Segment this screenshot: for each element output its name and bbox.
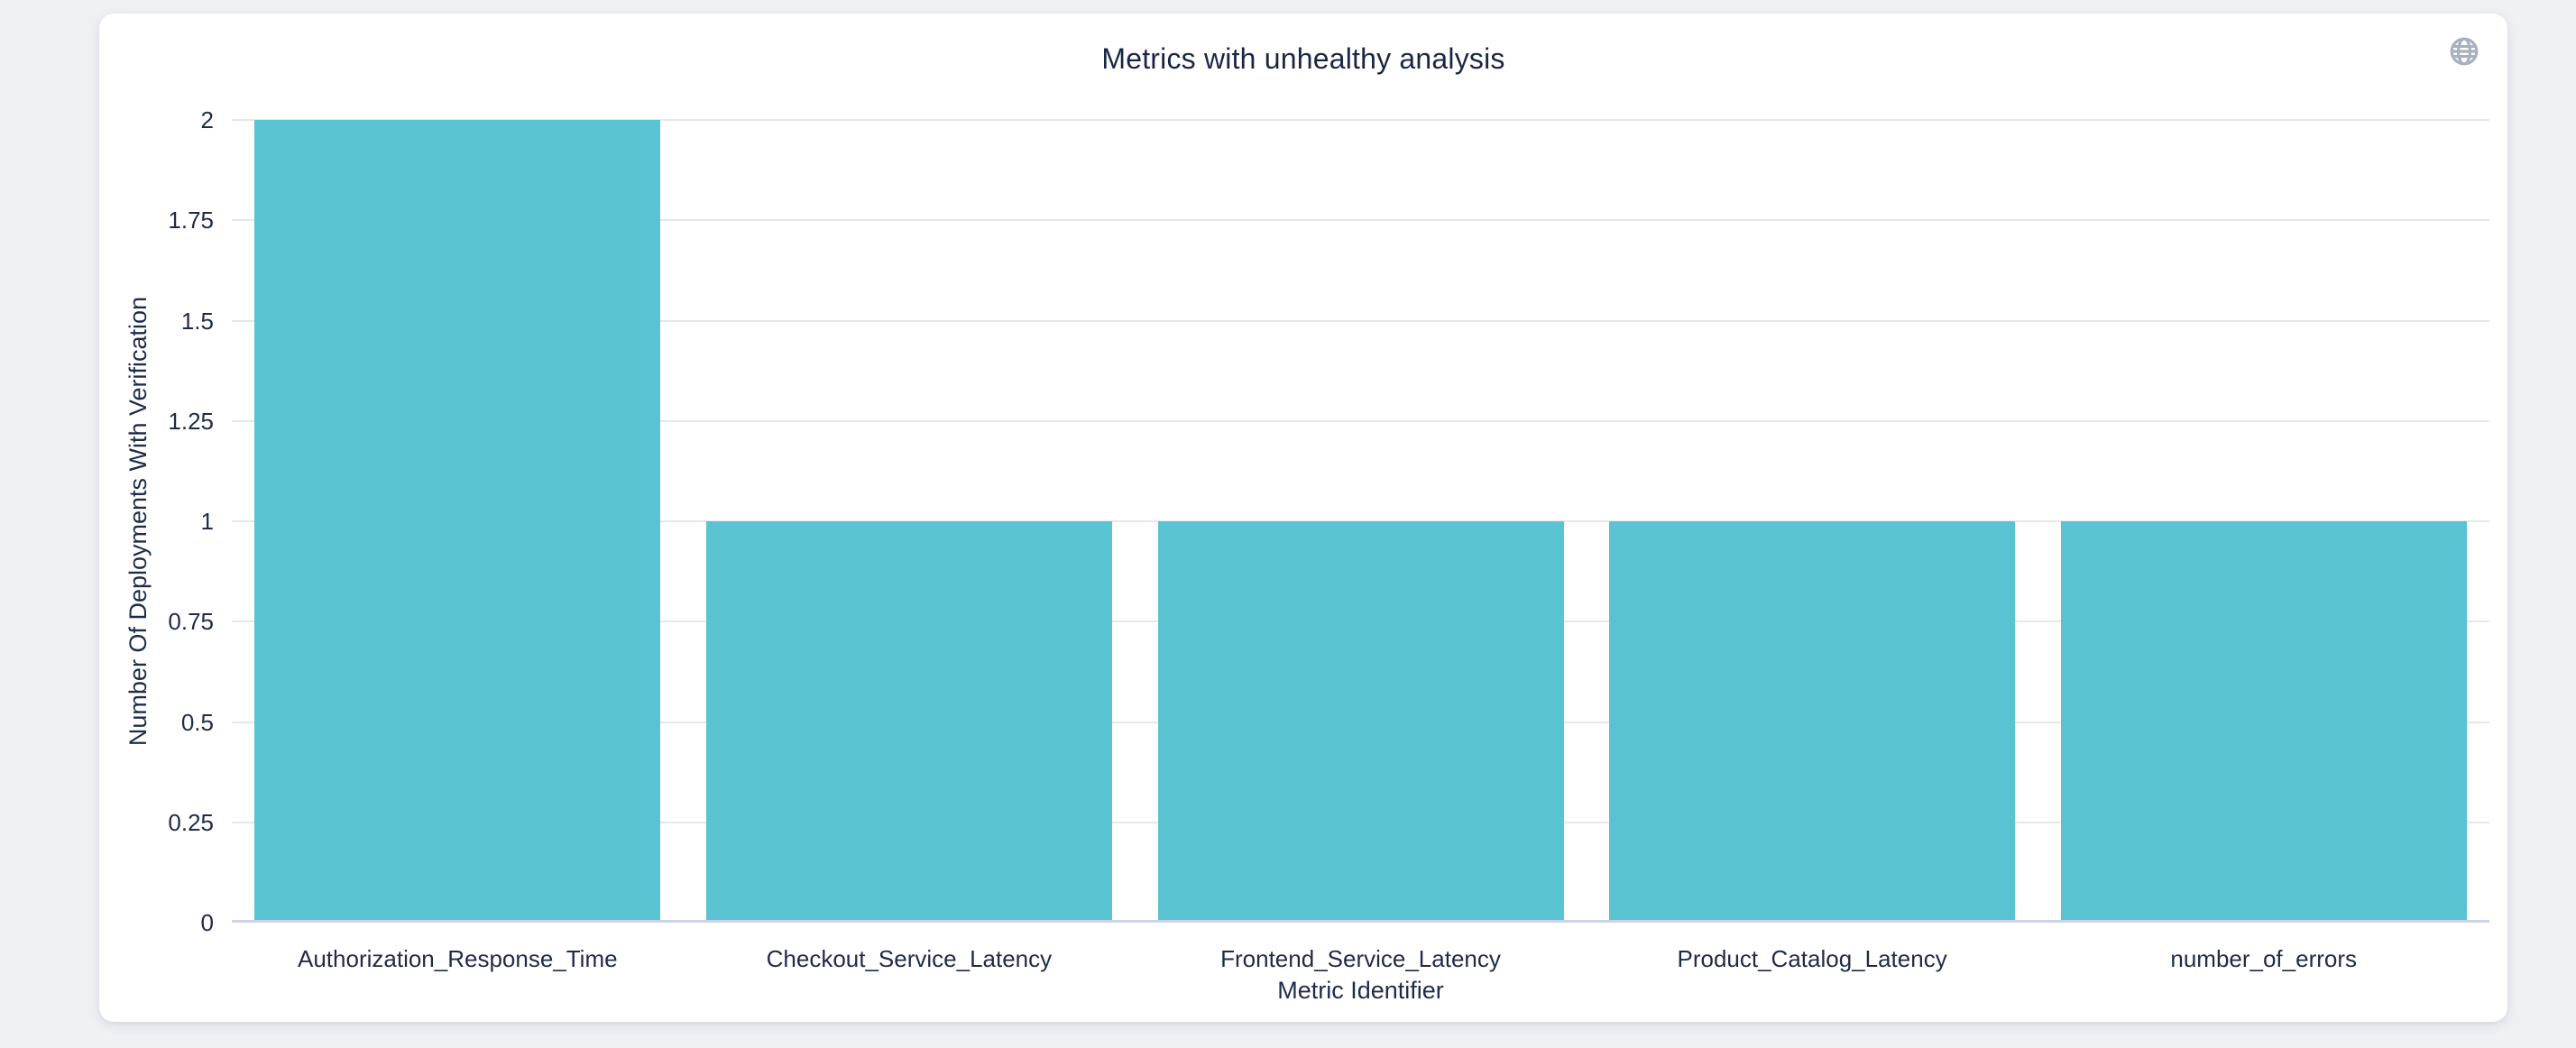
- gridline: [232, 119, 2489, 121]
- y-tick-label: 0.75: [168, 608, 214, 636]
- y-tick-label: 1.5: [180, 307, 214, 335]
- y-tick-label: 1.25: [168, 407, 214, 435]
- gridline: [232, 319, 2489, 322]
- plot-area: [232, 119, 2489, 923]
- x-category-label: Authorization_Response_Time: [298, 945, 618, 972]
- y-tick-label: 0.25: [168, 808, 214, 836]
- bar[interactable]: [254, 120, 661, 920]
- bar[interactable]: [705, 521, 1112, 920]
- x-category-label: Product_Catalog_Latency: [1677, 945, 1947, 972]
- y-axis-labels: 0 0.25 0.5 0.75 1 1.25 1.5 1.75 2: [99, 106, 223, 936]
- y-tick-label: 0.5: [180, 708, 214, 736]
- x-category-label: Checkout_Service_Latency: [766, 945, 1053, 972]
- x-category-label: Frontend_Service_Latency: [1220, 945, 1501, 972]
- globe-icon[interactable]: [2448, 35, 2480, 68]
- chart-title: Metrics with unhealthy analysis: [1101, 42, 1505, 75]
- bar[interactable]: [1609, 521, 2016, 920]
- x-category-label: number_of_errors: [2170, 945, 2358, 972]
- x-axis-line: [232, 920, 2489, 923]
- gridline: [232, 419, 2489, 422]
- x-axis-labels: Authorization_Response_Time Checkout_Serv…: [232, 939, 2489, 975]
- bar[interactable]: [2060, 521, 2467, 920]
- y-tick-label: 1: [200, 508, 214, 535]
- y-tick-label: 2: [200, 106, 214, 133]
- bar[interactable]: [1157, 521, 1564, 920]
- chart-card: Metrics with unhealthy analysis 0 0.25 0.5…: [99, 14, 2507, 1022]
- y-axis-title: Number Of Deployments With Verification: [124, 296, 152, 747]
- gridline: [232, 219, 2489, 222]
- x-axis-title: Metric Identifier: [1277, 977, 1444, 1004]
- y-tick-label: 0: [200, 909, 214, 936]
- y-tick-label: 1.75: [168, 207, 214, 234]
